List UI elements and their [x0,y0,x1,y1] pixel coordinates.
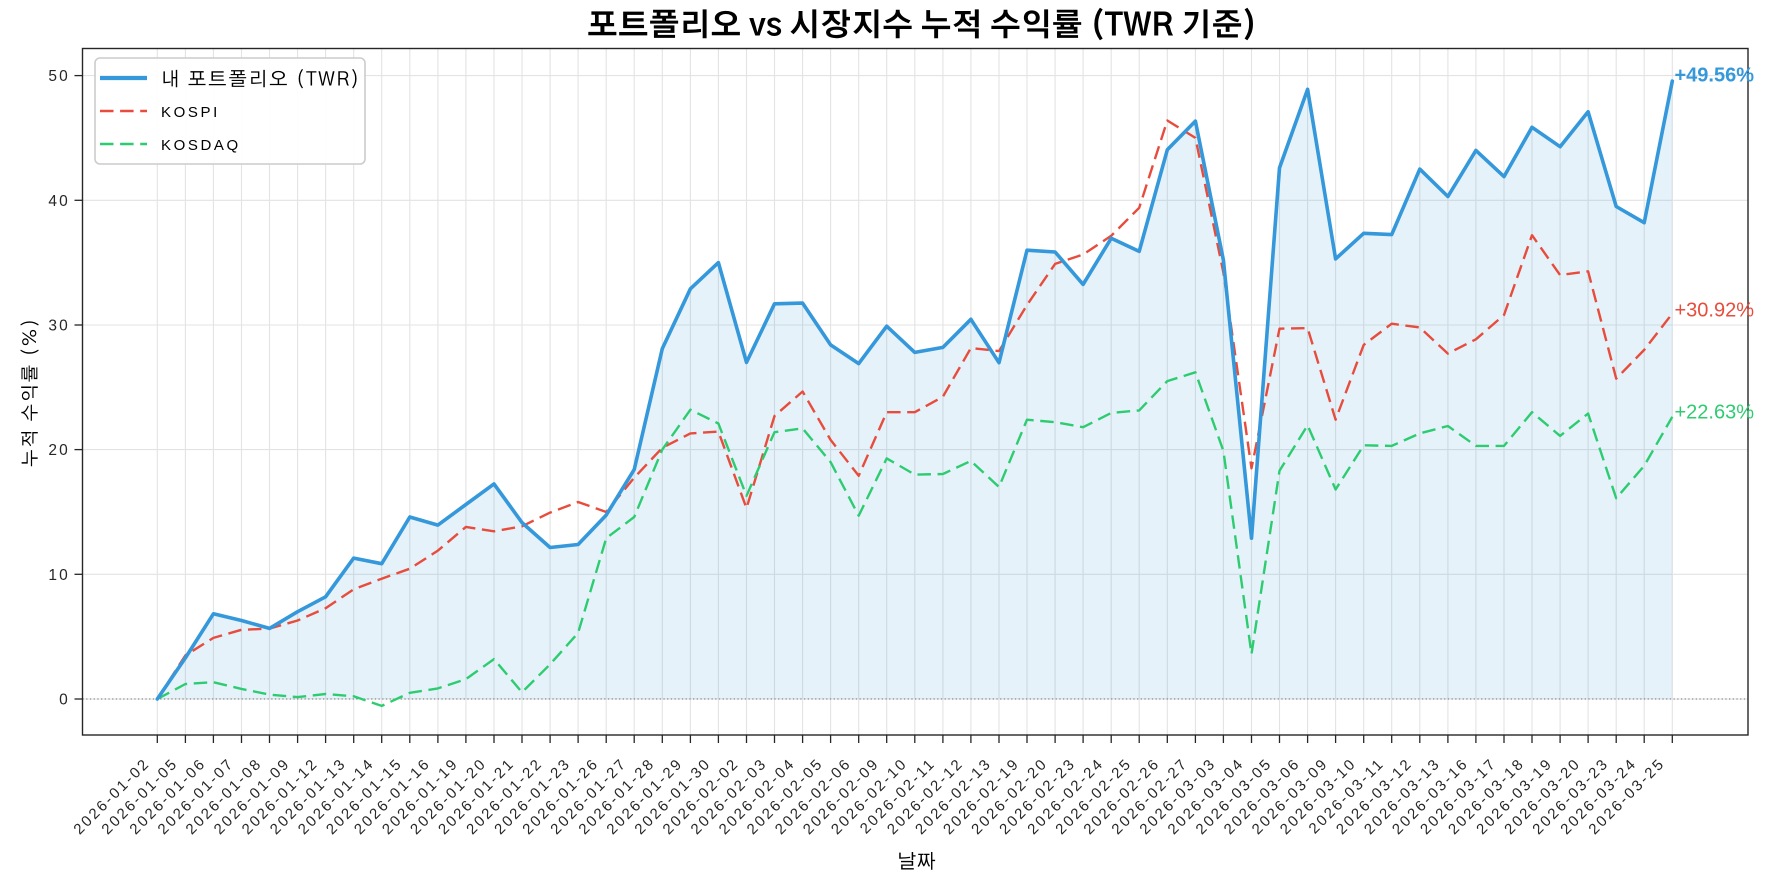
svg-text:KOSDAQ: KOSDAQ [161,137,241,154]
svg-text:0: 0 [59,692,70,709]
svg-text:40: 40 [48,193,70,210]
svg-text:30: 30 [48,318,70,335]
svg-text:10: 10 [48,567,70,584]
svg-text:+30.92%: +30.92% [1675,300,1755,322]
svg-text:+49.56%: +49.56% [1675,65,1755,87]
svg-text:+22.63%: +22.63% [1675,402,1755,424]
svg-text:KOSPI: KOSPI [161,104,220,121]
svg-text:20: 20 [48,442,70,459]
svg-text:50: 50 [48,68,70,85]
